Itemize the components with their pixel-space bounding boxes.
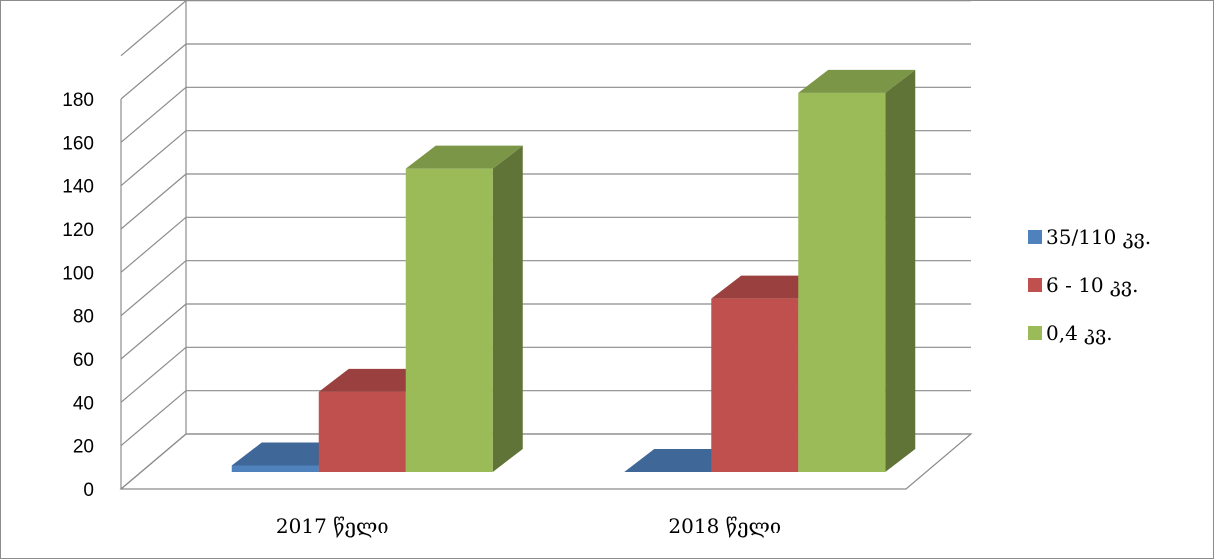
y-axis-ticks: 0 20 40 60 80 100 120 140 160 180 [62,90,94,501]
gridline-200 [120,1,971,57]
legend-entry-3: 0,4 კვ. [1028,321,1113,345]
y-tick-label-140: 140 [62,177,94,198]
y-tick-label-120: 120 [62,220,94,241]
legend-swatch [1028,278,1042,292]
y-tick-label-180: 180 [62,90,94,111]
y-tick-label-0: 0 [83,480,94,501]
legend-swatch [1028,326,1042,340]
legend: 35/110 კვ. 6 - 10 კვ. 0,4 კვ. [1028,225,1151,345]
legend-swatch [1028,230,1042,244]
legend-label: 35/110 კვ. [1046,225,1151,249]
legend-label: 6 - 10 კვ. [1046,273,1138,297]
y-tick-label-40: 40 [73,393,94,414]
legend-label: 0,4 კვ. [1046,321,1113,345]
x-category-label-2: 2018 წელი [668,514,781,538]
bars [231,69,916,472]
y-tick-label-80: 80 [73,307,94,328]
bar-3-1 [405,145,523,472]
legend-entry-2: 6 - 10 კვ. [1028,273,1138,297]
gridline-180 [120,43,971,100]
y-tick-label-20: 20 [73,437,94,458]
y-tick-label-60: 60 [73,350,94,371]
x-category-label-1: 2017 წელი [276,514,389,538]
y-tick-label-160: 160 [62,133,94,154]
y-tick-label-100: 100 [62,263,94,284]
x-axis-categories: 2017 წელი 2018 წელი [276,514,781,538]
legend-entry-1: 35/110 კვ. [1028,225,1151,249]
bar-3-2 [798,69,916,472]
